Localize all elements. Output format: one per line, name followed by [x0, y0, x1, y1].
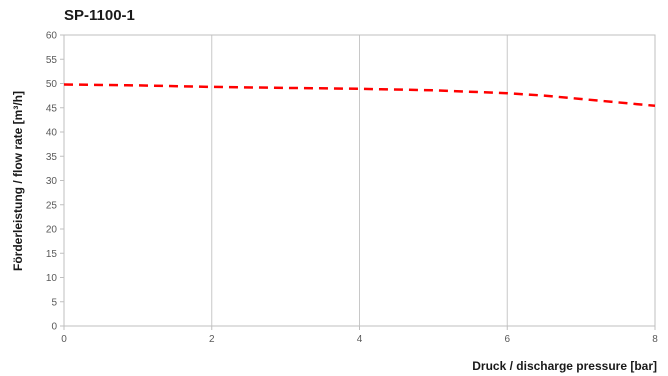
y-tick-label: 15 [46, 249, 58, 260]
series-line-1 [63, 83, 656, 108]
y-tick-label: 10 [46, 273, 58, 284]
y-tick-label: 50 [46, 79, 58, 90]
y-tick-label: 20 [46, 225, 58, 236]
x-tick-label: 6 [504, 334, 510, 345]
y-tick-label: 55 [46, 55, 58, 66]
chart-title: SP-1100-1 [64, 7, 135, 24]
y-tick-label: 5 [51, 297, 57, 308]
y-tick-label: 0 [51, 322, 57, 333]
y-axis-title: Förderleistung / flow rate [m³/h] [11, 91, 25, 271]
x-tick-label: 8 [652, 334, 658, 345]
tick-labels: 0 5 10 15 20 25 30 35 40 45 50 55 60 0 2 4 6 8 [46, 31, 658, 346]
grid-lines [211, 35, 508, 326]
axes [60, 34, 656, 330]
y-tick-label: 25 [46, 200, 58, 211]
y-tick-label: 60 [46, 31, 58, 42]
y-tick-label: 40 [46, 128, 58, 139]
x-axis-title: Druck / discharge pressure [bar] [472, 359, 657, 373]
y-tick-label: 45 [46, 103, 58, 114]
y-tick-label: 35 [46, 152, 58, 163]
series-layer [63, 83, 656, 108]
x-tick-label: 4 [357, 334, 363, 345]
y-tick-label: 30 [46, 176, 58, 187]
x-tick-label: 2 [209, 334, 215, 345]
x-tick-label: 0 [61, 334, 67, 345]
